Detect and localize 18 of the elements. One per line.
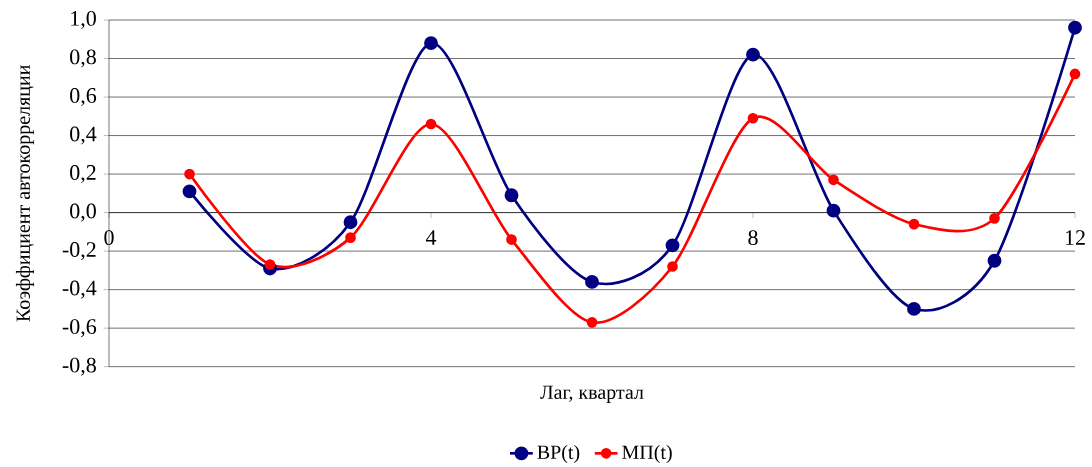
y-tick-label: 0,2 bbox=[70, 165, 96, 184]
y-tick-label: -0,8 bbox=[62, 357, 96, 376]
y-tick-label: -0,4 bbox=[62, 280, 97, 299]
x-tick-label: 0 bbox=[104, 230, 114, 246]
y-tick-label: -0,2 bbox=[62, 242, 96, 261]
x-axis-title: Лаг, квартал bbox=[540, 385, 644, 404]
legend-label: BP(t) bbox=[537, 444, 580, 464]
x-tick-label: 12 bbox=[1065, 230, 1085, 245]
y-tick-label: 0,0 bbox=[70, 203, 96, 222]
y-tick-label: 0,4 bbox=[70, 126, 97, 145]
x-tick-label: 8 bbox=[748, 230, 758, 246]
y-tick-label: -0,6 bbox=[62, 319, 97, 338]
y-tick-label: 0,6 bbox=[70, 88, 97, 107]
y-tick-label: 1,0 bbox=[71, 10, 96, 30]
y-axis-title: Коэффициент автокорреляции bbox=[15, 65, 35, 322]
legend-label: МП(t) bbox=[622, 444, 672, 464]
y-tick-label: 0,8 bbox=[70, 49, 96, 68]
x-tick-label: 4 bbox=[425, 230, 437, 245]
